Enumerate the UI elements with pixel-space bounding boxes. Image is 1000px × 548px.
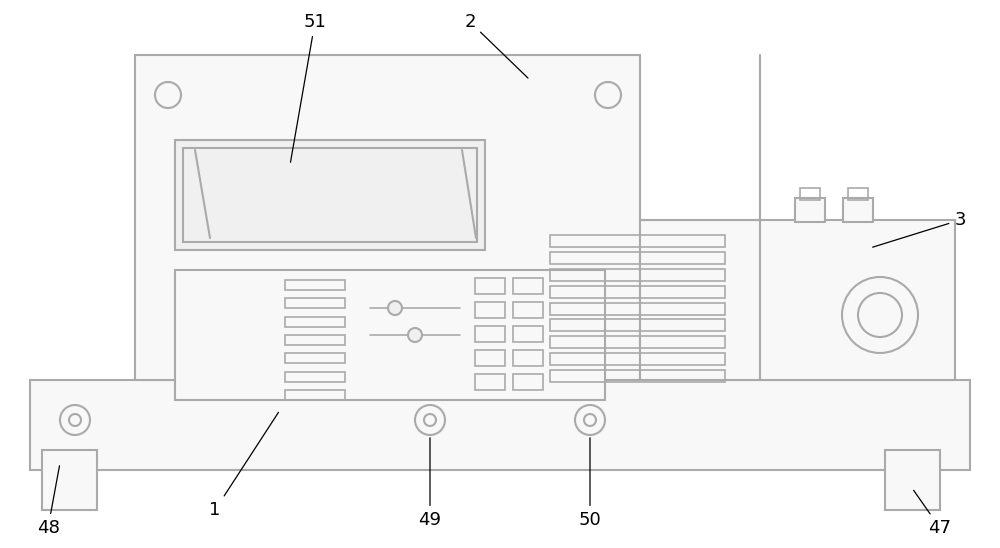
Bar xyxy=(513,302,543,318)
Bar xyxy=(760,220,955,380)
Bar xyxy=(550,286,725,298)
Bar xyxy=(550,269,725,281)
Bar xyxy=(285,335,345,345)
Bar xyxy=(513,278,543,294)
Bar xyxy=(550,370,725,382)
Text: 3: 3 xyxy=(873,211,966,247)
Bar xyxy=(285,298,345,309)
Bar xyxy=(475,278,505,294)
Bar xyxy=(475,374,505,390)
Bar xyxy=(550,353,725,365)
Bar xyxy=(475,326,505,342)
Bar xyxy=(285,390,345,400)
Bar xyxy=(513,326,543,342)
Bar xyxy=(285,372,345,381)
Circle shape xyxy=(408,328,422,342)
Text: 51: 51 xyxy=(290,13,326,162)
Bar xyxy=(175,270,605,400)
Bar xyxy=(550,319,725,332)
Bar xyxy=(550,336,725,348)
Bar xyxy=(885,450,940,510)
Bar xyxy=(513,374,543,390)
Bar xyxy=(42,450,97,510)
Bar xyxy=(513,350,543,366)
Bar xyxy=(640,220,760,380)
Text: 48: 48 xyxy=(37,466,59,537)
Bar xyxy=(175,140,485,250)
Bar xyxy=(475,350,505,366)
Bar xyxy=(795,198,825,222)
Bar xyxy=(135,55,640,380)
Bar xyxy=(285,317,345,327)
Text: 49: 49 xyxy=(418,438,442,529)
Bar xyxy=(30,380,970,470)
Bar xyxy=(285,280,345,290)
Bar xyxy=(550,235,725,247)
Bar xyxy=(843,198,873,222)
Bar xyxy=(285,353,345,363)
Bar xyxy=(800,188,820,200)
Circle shape xyxy=(388,301,402,315)
Bar xyxy=(550,252,725,264)
Text: 1: 1 xyxy=(209,412,278,519)
Bar xyxy=(183,148,477,242)
Bar xyxy=(550,302,725,315)
Text: 47: 47 xyxy=(914,490,952,537)
Text: 50: 50 xyxy=(579,438,601,529)
Bar xyxy=(475,302,505,318)
Text: 2: 2 xyxy=(464,13,528,78)
Bar xyxy=(848,188,868,200)
